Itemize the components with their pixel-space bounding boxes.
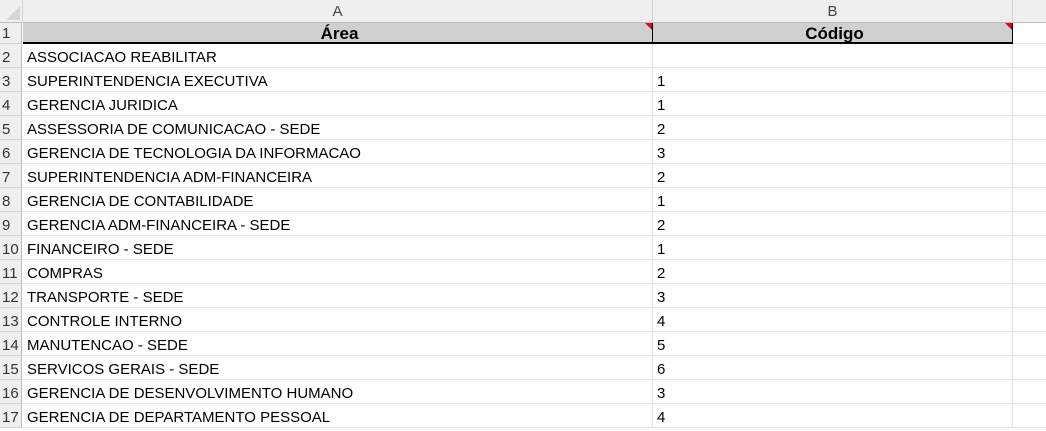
cell[interactable] [1013,308,1046,332]
row-header[interactable]: 3 [0,68,22,92]
cell-area[interactable]: GERENCIA DE TECNOLOGIA DA INFORMACAO [23,140,653,164]
row-header[interactable]: 12 [0,284,22,308]
row-header[interactable]: 15 [0,356,22,380]
row-header[interactable]: 9 [0,212,22,236]
cell-codigo[interactable]: 1 [653,188,1013,212]
row-header[interactable]: 2 [0,44,22,68]
cell-codigo[interactable]: 2 [653,212,1013,236]
column-header-b[interactable]: B [653,0,1013,23]
cell-codigo[interactable]: 3 [653,140,1013,164]
cell[interactable] [1013,356,1046,380]
row-header[interactable]: 4 [0,92,22,116]
cell[interactable] [1013,236,1046,260]
cell-area[interactable]: COMPRAS [23,260,653,284]
column-header-c[interactable] [1013,0,1046,23]
cell-codigo[interactable]: 5 [653,332,1013,356]
comment-marker-icon[interactable] [645,23,652,30]
cell[interactable] [1013,188,1046,212]
cell[interactable] [1013,332,1046,356]
cell-area[interactable]: SUPERINTENDENCIA ADM-FINANCEIRA [23,164,653,188]
cell[interactable] [1013,23,1046,44]
row-header[interactable]: 17 [0,404,22,428]
row-header[interactable]: 16 [0,380,22,404]
cell-codigo[interactable] [653,44,1013,68]
cell-area[interactable]: GERENCIA DE DESENVOLVIMENTO HUMANO [23,380,653,404]
cell-area[interactable]: GERENCIA ADM-FINANCEIRA - SEDE [23,212,653,236]
row-header[interactable]: 10 [0,236,22,260]
cell[interactable] [1013,212,1046,236]
cell-area[interactable]: ASSOCIACAO REABILITAR [23,44,653,68]
cell-area[interactable]: GERENCIA DE CONTABILIDADE [23,188,653,212]
column-header-a[interactable]: A [23,0,653,23]
cell-area[interactable]: ASSESSORIA DE COMUNICACAO - SEDE [23,116,653,140]
cell[interactable] [1013,68,1046,92]
cell[interactable] [1013,380,1046,404]
cell[interactable] [1013,140,1046,164]
cell-area[interactable]: GERENCIA JURIDICA [23,92,653,116]
cell-codigo[interactable]: 3 [653,380,1013,404]
row-header[interactable]: 1 [0,23,22,44]
header-area-label: Área [320,24,359,43]
cell[interactable] [1013,116,1046,140]
cell-codigo[interactable]: 1 [653,92,1013,116]
cell-codigo[interactable]: 2 [653,116,1013,140]
row-header[interactable]: 5 [0,116,22,140]
cell[interactable] [1013,44,1046,68]
cell-area[interactable]: TRANSPORTE - SEDE [23,284,653,308]
cell-codigo[interactable]: 6 [653,356,1013,380]
row-header[interactable]: 14 [0,332,22,356]
row-header[interactable]: 8 [0,188,22,212]
select-all-corner[interactable] [0,0,23,23]
cell-codigo[interactable]: 2 [653,164,1013,188]
cell-area[interactable]: CONTROLE INTERNO [23,308,653,332]
cell-area[interactable]: MANUTENCAO - SEDE [23,332,653,356]
header-codigo-label: Código [805,24,864,43]
cell-codigo[interactable]: 1 [653,236,1013,260]
cell[interactable] [1013,260,1046,284]
comment-marker-icon[interactable] [1005,23,1012,30]
cell-area[interactable]: SERVICOS GERAIS - SEDE [23,356,653,380]
row-header[interactable]: 7 [0,164,22,188]
cell[interactable] [1013,284,1046,308]
cell-area[interactable]: FINANCEIRO - SEDE [23,236,653,260]
row-header[interactable]: 11 [0,260,22,284]
row-header[interactable]: 6 [0,140,22,164]
cell[interactable] [1013,404,1046,428]
cell-codigo[interactable]: 2 [653,260,1013,284]
row-header[interactable]: 13 [0,308,22,332]
cell[interactable] [1013,92,1046,116]
cell-codigo[interactable]: 4 [653,308,1013,332]
header-cell-area[interactable]: Área [23,23,653,44]
cell-codigo[interactable]: 1 [653,68,1013,92]
cell-area[interactable]: SUPERINTENDENCIA EXECUTIVA [23,68,653,92]
cell-codigo[interactable]: 3 [653,284,1013,308]
cell-codigo[interactable]: 4 [653,404,1013,428]
cell-area[interactable]: GERENCIA DE DEPARTAMENTO PESSOAL [23,404,653,428]
cell[interactable] [1013,164,1046,188]
header-cell-codigo[interactable]: Código [653,23,1013,44]
